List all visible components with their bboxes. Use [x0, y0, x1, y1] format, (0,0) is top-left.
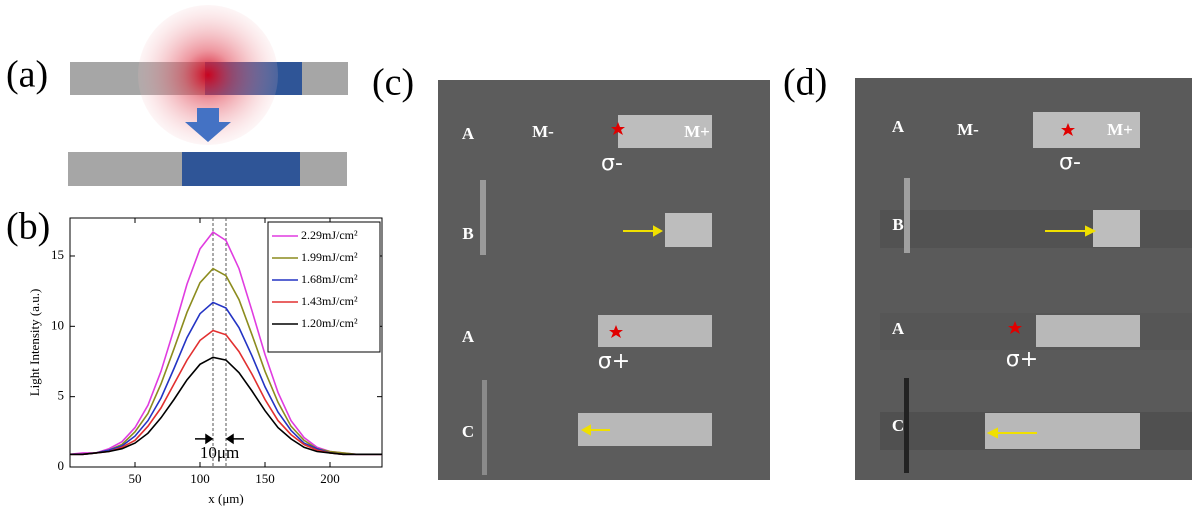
row-label: C — [462, 422, 474, 441]
domain — [1033, 112, 1140, 148]
panel-label: (a) — [6, 54, 48, 96]
domain — [182, 152, 300, 186]
row-label: A — [892, 319, 905, 338]
series-line — [70, 356, 382, 456]
x-tick-label: 50 — [129, 471, 142, 486]
chart: 50 100 150 200 0 5 10 15 x (μm) Light Intensity (… — [27, 217, 383, 506]
annotation-arrow — [225, 433, 244, 445]
sigma-minus: σ- — [601, 151, 623, 176]
micrograph: A B A C M- M+ σ- σ+ — [438, 80, 770, 480]
arrow — [185, 108, 231, 142]
row-label: B — [462, 224, 473, 243]
series-line — [70, 267, 382, 456]
star — [609, 325, 623, 338]
edge — [482, 380, 487, 475]
row-label: C — [892, 416, 904, 435]
domain — [1036, 315, 1140, 347]
m-plus: M+ — [684, 122, 710, 141]
micrograph: A B A C M- M+ σ- σ+ — [855, 78, 1192, 480]
x-tick-label: 100 — [190, 471, 210, 486]
star — [1061, 123, 1075, 136]
domain — [618, 115, 712, 148]
m-minus: M- — [957, 120, 979, 139]
star — [611, 122, 625, 135]
panel-label: (b) — [6, 206, 50, 248]
row-label: A — [462, 124, 475, 143]
x-tick-label: 200 — [320, 471, 340, 486]
legend-label: 1.68mJ/cm² — [301, 272, 358, 286]
edge — [480, 180, 486, 255]
legend-box — [267, 221, 381, 353]
m-minus: M- — [532, 122, 554, 141]
sigma-plus: σ+ — [598, 349, 630, 374]
legend-label: 1.99mJ/cm² — [301, 250, 358, 264]
panel-label: (d) — [783, 62, 827, 104]
arrow — [580, 424, 610, 436]
domain — [665, 213, 712, 247]
track — [880, 210, 1192, 248]
m-plus: M+ — [1107, 120, 1133, 139]
y-tick-label: 15 — [51, 247, 64, 262]
star — [1008, 321, 1022, 334]
y-axis-label: Light Intensity (a.u.) — [27, 289, 42, 397]
domain — [1093, 210, 1140, 247]
legend-label: 2.29mJ/cm² — [301, 228, 358, 242]
sigma-plus: σ+ — [1006, 347, 1038, 372]
x-tick-label: 150 — [255, 471, 275, 486]
row-label: A — [462, 327, 475, 346]
sigma-minus: σ- — [1059, 150, 1081, 175]
y-tick-label: 5 — [58, 388, 65, 403]
row-label: B — [892, 215, 903, 234]
legend-label: 1.43mJ/cm² — [301, 294, 358, 308]
y-tick-label: 10 — [51, 317, 64, 332]
arrow — [986, 427, 1037, 439]
y-tick-label: 0 — [58, 458, 65, 473]
legend-label: 1.20mJ/cm² — [301, 316, 358, 330]
edge — [904, 178, 910, 253]
panel-label: (c) — [372, 62, 414, 104]
annotation: 10μm — [200, 443, 239, 462]
annotation-arrow — [195, 433, 214, 445]
x-axis-label: x (μm) — [208, 491, 244, 506]
domain — [985, 413, 1140, 449]
row-label: A — [892, 117, 905, 136]
arrow — [1045, 225, 1097, 237]
arrow — [623, 225, 664, 237]
edge — [904, 378, 909, 473]
laser-spot — [138, 5, 278, 145]
